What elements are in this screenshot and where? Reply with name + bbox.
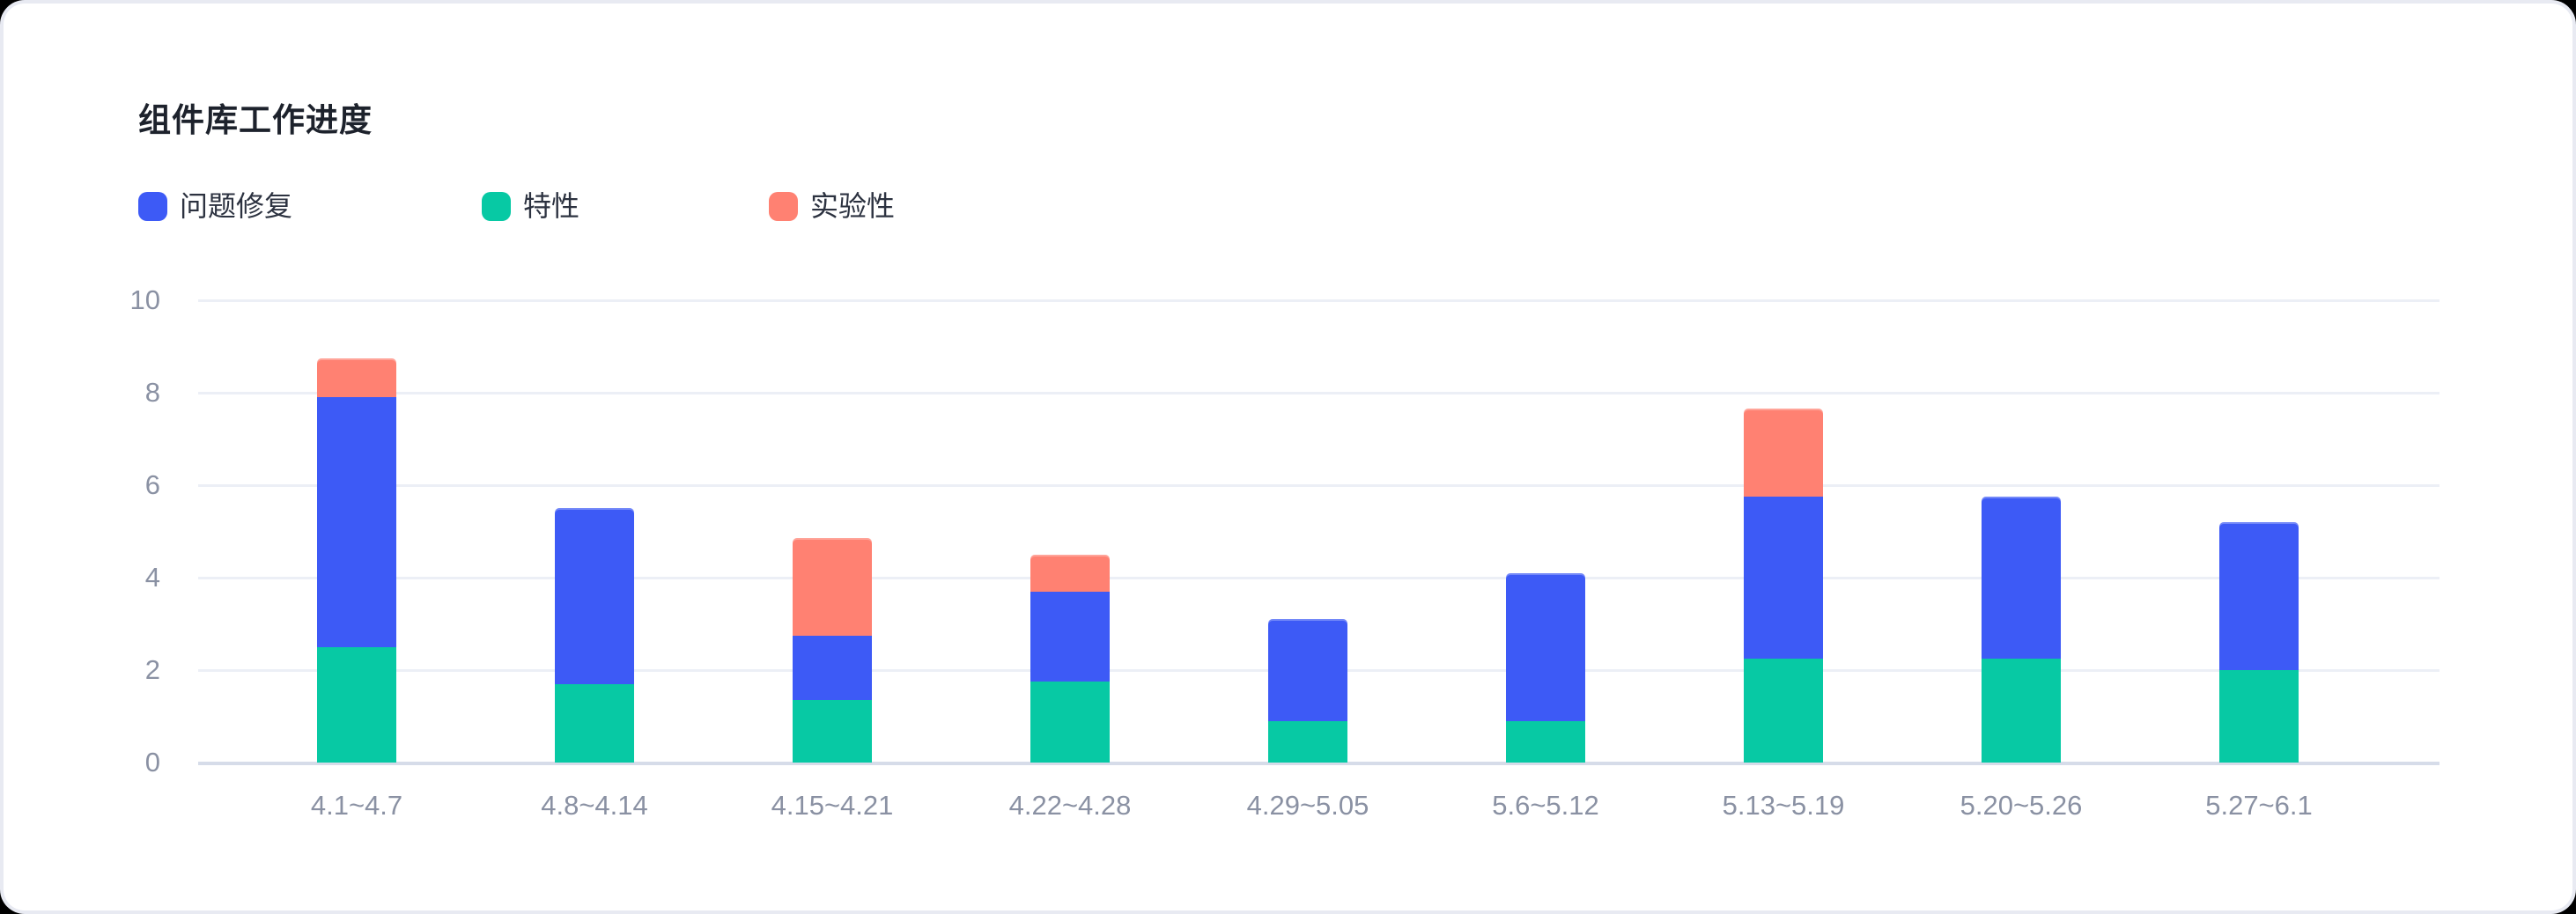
gridline-y10 <box>198 299 2439 302</box>
bar-segment-bugfix-4.22~4.28[interactable] <box>1030 591 1110 682</box>
y-axis-tick-0: 0 <box>144 747 160 778</box>
bar-segment-feature-4.22~4.28[interactable] <box>1030 682 1110 763</box>
gridline-y6 <box>198 484 2439 487</box>
legend-label-experimental: 实验性 <box>810 190 896 222</box>
x-axis-tick-4.22~4.28: 4.22~4.28 <box>1008 790 1132 821</box>
bar-segment-bugfix-5.13~5.19[interactable] <box>1744 497 1823 659</box>
bar-segment-bugfix-5.6~5.12[interactable] <box>1506 572 1585 721</box>
legend-item-experimental[interactable]: 实验性 <box>769 192 895 221</box>
bar-segment-feature-4.8~4.14[interactable] <box>555 683 634 763</box>
bar-segment-bugfix-4.8~4.14[interactable] <box>555 508 634 684</box>
chart-legend: 问题修复 特性 实验性 <box>138 192 895 221</box>
bar-segment-bugfix-4.1~4.7[interactable] <box>317 397 396 647</box>
bar-segment-bugfix-5.20~5.26[interactable] <box>1982 497 2061 659</box>
legend-item-bugfix[interactable]: 问题修复 <box>138 192 292 221</box>
y-axis-tick-6: 6 <box>144 469 160 500</box>
bar-segment-bugfix-4.29~5.05[interactable] <box>1268 619 1347 721</box>
x-axis-tick-5.27~6.1: 5.27~6.1 <box>2205 790 2313 821</box>
y-axis-tick-10: 10 <box>129 284 160 315</box>
x-axis-tick-5.13~5.19: 5.13~5.19 <box>1722 790 1845 821</box>
x-axis-tick-4.15~4.21: 4.15~4.21 <box>771 790 894 821</box>
bar-segment-feature-5.6~5.12[interactable] <box>1506 720 1585 763</box>
bar-segment-experimental-4.1~4.7[interactable] <box>317 357 396 398</box>
bar-segment-feature-4.1~4.7[interactable] <box>317 646 396 763</box>
x-axis-line <box>198 762 2439 765</box>
x-axis-tick-5.20~5.26: 5.20~5.26 <box>1960 790 2083 821</box>
legend-swatch-bugfix <box>138 192 167 221</box>
bar-segment-bugfix-4.15~4.21[interactable] <box>793 635 872 701</box>
y-axis-tick-4: 4 <box>144 562 160 593</box>
legend-swatch-experimental <box>769 192 799 221</box>
x-axis-tick-4.29~5.05: 4.29~5.05 <box>1246 790 1369 821</box>
legend-label-feature: 特性 <box>523 190 580 222</box>
x-axis-tick-5.6~5.12: 5.6~5.12 <box>1492 790 1599 821</box>
bar-segment-feature-5.13~5.19[interactable] <box>1744 658 1823 763</box>
y-axis-tick-8: 8 <box>144 377 160 408</box>
bar-segment-experimental-4.15~4.21[interactable] <box>793 538 872 636</box>
gridline-y8 <box>198 392 2439 394</box>
bar-segment-feature-4.29~5.05[interactable] <box>1268 720 1347 763</box>
y-axis-tick-2: 2 <box>144 654 160 685</box>
x-axis-tick-4.1~4.7: 4.1~4.7 <box>310 790 403 821</box>
bar-segment-experimental-4.22~4.28[interactable] <box>1030 554 1110 592</box>
bar-segment-feature-4.15~4.21[interactable] <box>793 700 872 763</box>
legend-swatch-feature <box>482 192 512 221</box>
legend-label-bugfix: 问题修复 <box>180 190 293 222</box>
x-axis-tick-4.8~4.14: 4.8~4.14 <box>541 790 648 821</box>
legend-item-feature[interactable]: 特性 <box>482 192 579 221</box>
bar-segment-feature-5.27~6.1[interactable] <box>2219 670 2299 763</box>
gridline-y4 <box>198 577 2439 579</box>
bar-segment-bugfix-5.27~6.1[interactable] <box>2219 522 2299 670</box>
chart-title: 组件库工作进度 <box>138 102 373 138</box>
bar-segment-experimental-5.13~5.19[interactable] <box>1744 409 1823 498</box>
bar-segment-feature-5.20~5.26[interactable] <box>1982 658 2061 763</box>
